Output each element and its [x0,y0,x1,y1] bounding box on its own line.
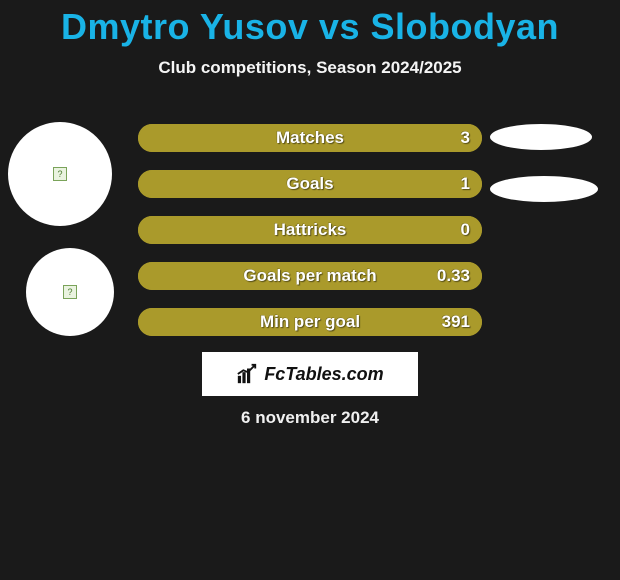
stat-value: 3 [461,128,470,148]
player1-avatar: ? [8,122,112,226]
stat-label: Matches [276,128,344,148]
stat-label: Goals [286,174,333,194]
stat-value: 1 [461,174,470,194]
comparison-ellipse [490,176,598,202]
comparison-ellipses [490,124,610,228]
stat-value: 0 [461,220,470,240]
brand-text: FcTables.com [264,364,383,385]
stat-row: Matches 3 [138,124,482,152]
page-subtitle: Club competitions, Season 2024/2025 [0,58,620,78]
stat-row: Goals per match 0.33 [138,262,482,290]
brand-logo-icon [236,363,258,385]
page-title: Dmytro Yusov vs Slobodyan [0,6,620,48]
stats-bars: Matches 3 Goals 1 Hattricks 0 Goals per match 0… [138,124,482,354]
stat-value: 391 [442,312,470,332]
stat-row: Hattricks 0 [138,216,482,244]
broken-image-icon: ? [63,285,77,299]
branding-badge: FcTables.com [202,352,418,396]
stat-label: Min per goal [260,312,360,332]
stat-value: 0.33 [437,266,470,286]
header: Dmytro Yusov vs Slobodyan Club competiti… [0,0,620,78]
stat-label: Hattricks [274,220,347,240]
comparison-ellipse [490,124,592,150]
stat-row: Min per goal 391 [138,308,482,336]
stat-label: Goals per match [243,266,376,286]
footer-date: 6 november 2024 [0,408,620,428]
stat-row: Goals 1 [138,170,482,198]
broken-image-icon: ? [53,167,67,181]
avatars-column: ? ? [8,122,120,336]
player2-avatar: ? [26,248,114,336]
